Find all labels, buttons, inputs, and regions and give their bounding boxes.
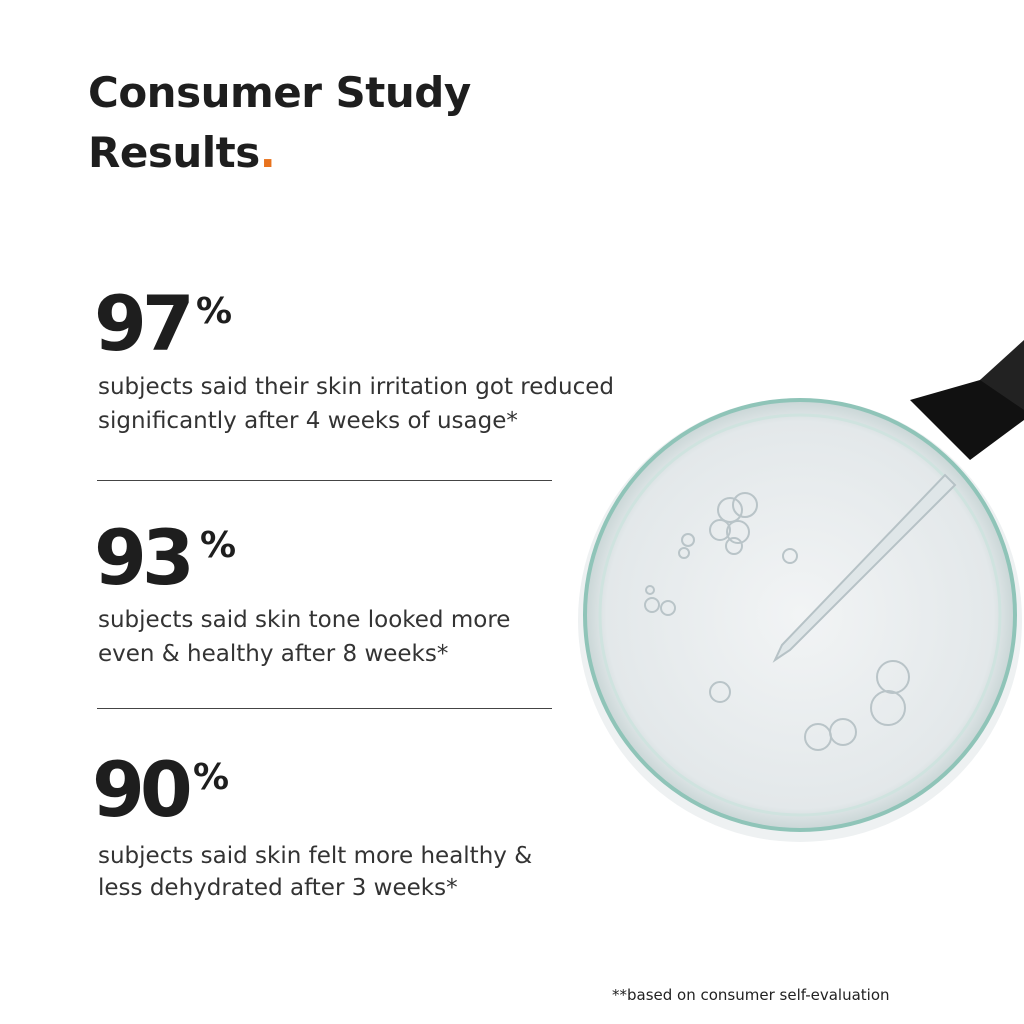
dish-rim bbox=[583, 398, 1017, 832]
stat-unit: % bbox=[193, 757, 230, 798]
dropper bbox=[772, 340, 1024, 663]
stat-value: 90 bbox=[92, 745, 193, 834]
stat-value: 93 bbox=[94, 513, 195, 602]
dish-inner-rim bbox=[598, 413, 1002, 817]
stat-unit: % bbox=[200, 525, 237, 566]
stat-description: less dehydrated after 3 weeks* bbox=[98, 875, 458, 901]
title-line: Consumer Study bbox=[88, 68, 471, 117]
title-text: Results bbox=[88, 128, 260, 177]
petri-dish-illustration bbox=[578, 340, 1024, 842]
stat-description: subjects said skin felt more healthy & bbox=[98, 843, 533, 869]
divider bbox=[97, 480, 552, 481]
stat-description: significantly after 4 weeks of usage* bbox=[98, 408, 518, 434]
bubbles bbox=[644, 492, 910, 751]
stat-description: subjects said their skin irritation got … bbox=[98, 374, 614, 400]
stat-description: subjects said skin tone looked more bbox=[98, 607, 511, 633]
footnote: **based on consumer self-evaluation bbox=[612, 986, 890, 1004]
title-dot: . bbox=[259, 128, 276, 177]
stat-value: 97 bbox=[94, 279, 195, 368]
divider bbox=[97, 708, 552, 709]
stat-description: even & healthy after 8 weeks* bbox=[98, 641, 449, 667]
stat-unit: % bbox=[196, 291, 233, 332]
title-line: Results. bbox=[88, 132, 276, 174]
